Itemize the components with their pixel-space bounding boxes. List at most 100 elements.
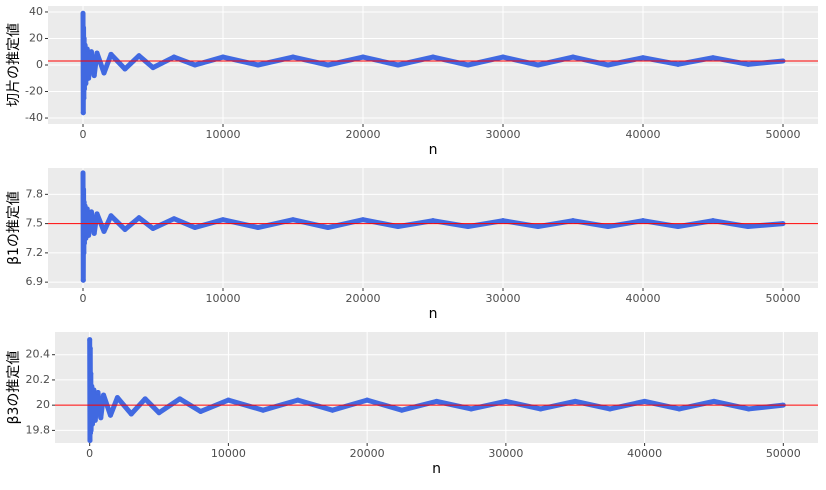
x-tick-label: 50000 — [766, 128, 801, 141]
x-tick-label: 10000 — [206, 292, 241, 305]
x-tick-label: 40000 — [627, 447, 662, 460]
data-point — [260, 407, 266, 413]
data-point — [395, 224, 401, 230]
data-point — [122, 66, 128, 72]
data-point — [82, 42, 88, 48]
data-point — [84, 206, 90, 212]
x-axis-title: n — [432, 461, 441, 477]
data-point — [91, 387, 97, 393]
data-point — [711, 398, 717, 404]
data-point — [746, 406, 752, 412]
data-point — [150, 225, 156, 231]
data-point — [86, 232, 92, 238]
data-point — [81, 240, 87, 246]
y-tick-label: -20 — [25, 85, 43, 98]
data-point — [136, 53, 142, 59]
data-point — [84, 46, 90, 52]
data-point — [745, 224, 751, 230]
data-point — [500, 54, 506, 60]
data-point — [91, 73, 97, 79]
data-point — [198, 408, 204, 414]
data-point — [360, 217, 366, 223]
data-point — [192, 62, 198, 68]
data-point — [535, 224, 541, 230]
x-tick-label: 20000 — [346, 292, 381, 305]
data-point — [225, 397, 231, 403]
data-point — [89, 383, 95, 389]
data-point — [171, 216, 177, 222]
data-point — [80, 170, 86, 176]
data-point — [88, 209, 94, 215]
data-point — [290, 217, 296, 223]
y-tick-label: 7.2 — [26, 246, 44, 259]
data-point — [81, 86, 87, 92]
data-point — [128, 411, 134, 417]
data-point — [86, 75, 92, 81]
data-point — [503, 398, 509, 404]
data-point — [81, 95, 87, 101]
panel-background — [55, 332, 818, 443]
data-point — [88, 371, 94, 377]
data-point — [101, 70, 107, 76]
x-tick-label: 50000 — [766, 292, 801, 305]
y-tick-label: 20 — [29, 31, 43, 44]
data-point — [360, 54, 366, 60]
data-point — [500, 218, 506, 224]
data-point — [92, 417, 98, 423]
y-axis-title: 切片の推定値 — [6, 23, 22, 107]
data-point — [114, 395, 120, 401]
x-tick-label: 0 — [80, 292, 87, 305]
data-point — [107, 412, 113, 418]
data-point — [605, 224, 611, 230]
data-point — [88, 427, 94, 433]
data-point — [675, 224, 681, 230]
data-point — [89, 421, 95, 427]
y-tick-label: 19.8 — [26, 423, 51, 436]
data-point — [108, 213, 114, 219]
data-point — [122, 226, 128, 232]
data-point — [142, 396, 148, 402]
data-point — [399, 407, 405, 413]
data-point — [572, 398, 578, 404]
data-point — [710, 218, 716, 224]
x-tick-label: 10000 — [206, 128, 241, 141]
data-point — [710, 55, 716, 61]
data-point — [83, 81, 89, 87]
x-tick-label: 40000 — [626, 292, 661, 305]
x-tick-label: 10000 — [211, 447, 246, 460]
x-tick-label: 30000 — [486, 292, 521, 305]
data-point — [465, 224, 471, 230]
y-axis-title: β1の推定値 — [6, 191, 22, 265]
data-point — [325, 225, 331, 231]
data-point — [329, 407, 335, 413]
data-point — [108, 51, 114, 57]
data-point — [94, 50, 100, 56]
data-point — [91, 230, 97, 236]
data-point — [607, 406, 613, 412]
data-point — [745, 61, 751, 67]
y-axis-title: β3の推定値 — [6, 351, 22, 425]
y-tick-label: 7.8 — [26, 187, 44, 200]
data-point — [220, 217, 226, 223]
data-point — [87, 345, 93, 351]
data-point — [101, 228, 107, 234]
data-point — [156, 410, 162, 416]
data-point — [255, 62, 261, 68]
x-tick-label: 40000 — [626, 128, 661, 141]
y-tick-label: 7.5 — [26, 217, 44, 230]
data-point — [325, 62, 331, 68]
x-tick-label: 30000 — [486, 128, 521, 141]
data-point — [81, 186, 87, 192]
data-point — [192, 225, 198, 231]
data-point — [171, 54, 177, 60]
y-tick-label: 20.2 — [26, 373, 51, 386]
data-point — [94, 211, 100, 217]
data-point — [101, 392, 107, 398]
data-point — [570, 54, 576, 60]
data-point — [177, 396, 183, 402]
data-point — [430, 218, 436, 224]
data-point — [676, 406, 682, 412]
data-point — [290, 54, 296, 60]
